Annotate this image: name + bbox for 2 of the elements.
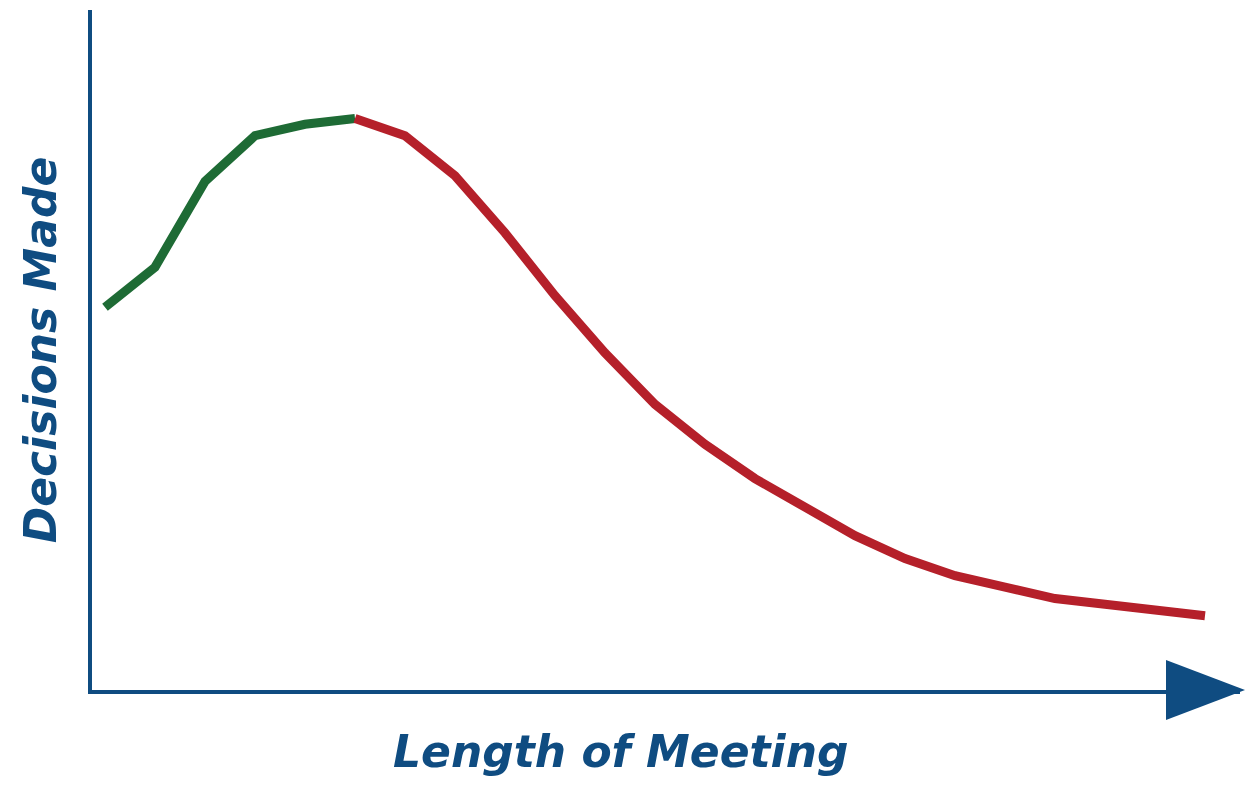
x-axis-title: Length of Meeting [393, 726, 849, 777]
y-axis-title: Decisions Made [15, 156, 67, 544]
